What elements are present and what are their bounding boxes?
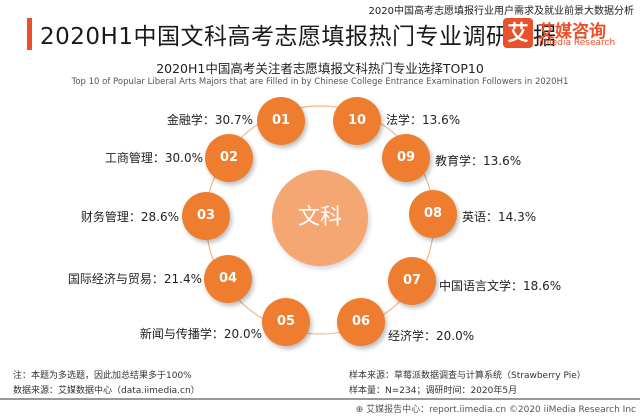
label-03: 财务管理：28.6% [80, 210, 179, 224]
rank-node-04: 04 [204, 255, 252, 303]
rank-node-08: 08 [409, 190, 457, 238]
chart-subtitle-en: Top 10 of Popular Liberal Arts Majors th… [71, 77, 569, 87]
report-series-title: 2020中国高考志愿填报行业用户需求及就业前景大数据分析 [368, 6, 634, 17]
logo-mark-icon: 艾 [503, 18, 533, 48]
rank-node-07: 07 [388, 257, 436, 305]
data-source: 数据来源：艾媒数据中心（data.iimedia.cn） [13, 386, 200, 396]
rank-node-05: 05 [262, 298, 310, 346]
label-07: 中国语言文学：18.6% [439, 279, 562, 293]
label-08: 英语：14.3% [462, 210, 537, 224]
label-01: 金融学：30.7% [166, 113, 253, 127]
title-accent-bar [27, 18, 32, 50]
footer-copyright: ⊕ 艾媒报告中心：report.iimedia.cn ©2020 iiMedia… [356, 402, 636, 415]
label-04: 国际经济与贸易：21.4% [67, 272, 202, 286]
rank-node-02: 02 [205, 134, 253, 182]
label-10: 法学：13.6% [386, 113, 461, 127]
sample-source: 样本来源：草莓派数据调查与计算系统（Strawberry Pie） [349, 371, 586, 381]
footer-divider [0, 398, 640, 400]
rank-node-06: 06 [337, 298, 385, 346]
rank-node-09: 09 [382, 134, 430, 182]
footer-text: 艾媒报告中心：report.iimedia.cn ©2020 iiMedia R… [366, 405, 636, 415]
rank-node-01: 01 [257, 97, 305, 145]
label-05: 新闻与传播学：20.0% [139, 327, 262, 341]
label-06: 经济学：20.0% [388, 329, 475, 343]
sample-size: 样本量：N=234；调研时间：2020年5月 [349, 386, 518, 396]
center-circle: 文科 [272, 170, 368, 266]
chart-title: 2020H1中国高考关注者志愿填报文科热门专业选择TOP10 [156, 61, 484, 76]
label-02: 工商管理：30.0% [104, 151, 203, 165]
report-center-icon: ⊕ [355, 405, 367, 415]
page-title: 2020H1中国文科高考志愿填报热门专业调研数据 [40, 24, 557, 50]
rank-node-10: 10 [333, 97, 381, 145]
footnote-multi-select: 注：本题为多选题，因此加总结果多于100% [13, 371, 192, 381]
rank-node-03: 03 [182, 192, 230, 240]
logo-name-en: iiMedia Research [539, 38, 616, 48]
logo-name-cn: 艾媒咨询 [538, 22, 606, 42]
label-09: 教育学：13.6% [435, 154, 522, 168]
iimedia-logo: 艾 艾媒咨询 iiMedia Research [503, 17, 638, 51]
